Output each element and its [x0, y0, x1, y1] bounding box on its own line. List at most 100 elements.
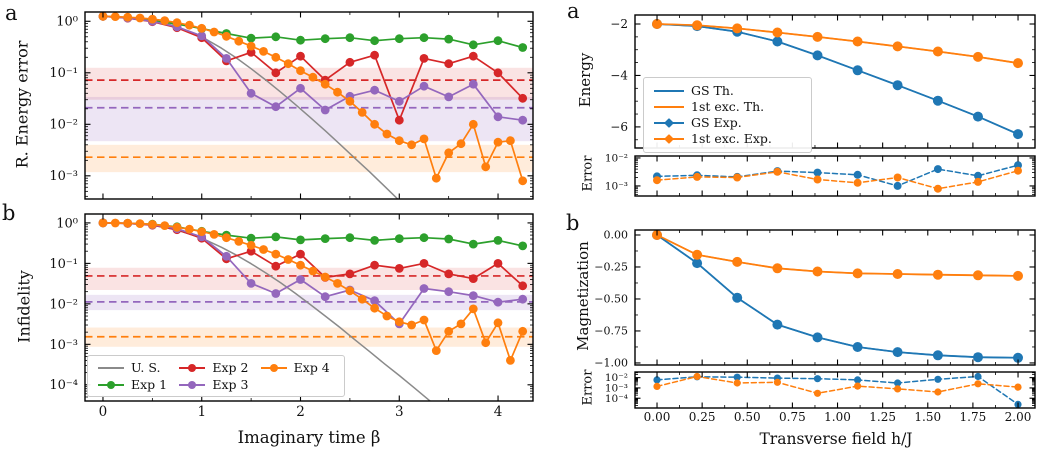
series-marker [1013, 270, 1023, 281]
series-marker [185, 20, 194, 30]
series-line [656, 23, 1019, 64]
series-marker [974, 372, 982, 381]
panel-label-left-b: b [2, 201, 16, 225]
series-marker [320, 79, 330, 89]
series-marker [419, 33, 429, 43]
series-marker [296, 66, 305, 76]
series-marker [813, 175, 822, 184]
series-marker [320, 272, 330, 282]
x-axis-label-imaginary-time: Imaginary time β [237, 428, 381, 447]
chart-series-group [652, 19, 1023, 140]
series-marker [493, 36, 503, 46]
series-marker [934, 375, 942, 383]
series-marker [370, 85, 379, 95]
series-marker [222, 233, 231, 243]
series-marker [296, 275, 305, 284]
series-marker [933, 165, 942, 174]
legend-marker-dot [107, 380, 115, 389]
series-marker [172, 18, 182, 28]
svg-text:1.25: 1.25 [869, 410, 896, 424]
series-marker [456, 139, 466, 149]
svg-text:1.50: 1.50 [914, 410, 941, 424]
series-marker [653, 176, 661, 185]
series-marker [419, 134, 429, 144]
series-marker [444, 34, 454, 44]
series-marker [197, 23, 207, 33]
series-marker [852, 268, 863, 279]
series-marker [246, 41, 256, 51]
legend-swatch [260, 362, 287, 373]
series-marker [853, 178, 862, 187]
series-marker [481, 162, 491, 172]
series-marker [357, 294, 367, 304]
series-marker [333, 87, 342, 97]
series-marker [197, 31, 207, 41]
chart-right_b_magnetization: 0.00 −0.25 −0.50 −0.75 −1.00 [594, 229, 1036, 370]
series-marker [382, 311, 392, 321]
series-marker [493, 318, 503, 328]
series-marker [932, 46, 943, 57]
series-marker [345, 269, 355, 279]
series-marker [518, 241, 528, 251]
svg-text:10⁻³: 10⁻³ [49, 169, 78, 184]
series-marker [493, 68, 503, 78]
legend-swatch [179, 362, 206, 373]
svg-text:−2: −2 [610, 17, 628, 31]
chart-series-group [98, 12, 528, 199]
series-marker [1013, 58, 1023, 69]
series-marker [419, 259, 429, 268]
legend-item-label: Exp 3 [212, 377, 249, 392]
series-marker [506, 356, 515, 365]
y-axis-label-energy-error: R. Energy error [12, 40, 32, 169]
x-axis-label-transverse-field: Transverse field h/J [759, 430, 913, 448]
series-marker [98, 218, 108, 228]
series-marker [481, 338, 491, 348]
series-marker [394, 115, 404, 125]
svg-text:10⁰: 10⁰ [56, 15, 78, 30]
series-marker [653, 376, 661, 384]
svg-text:10⁻²: 10⁻² [605, 153, 628, 165]
svg-text:10⁻¹: 10⁻¹ [49, 257, 78, 272]
svg-text:−6: −6 [610, 120, 628, 134]
series-marker [692, 20, 703, 31]
series-marker [283, 255, 293, 264]
series-marker [733, 373, 741, 381]
series-marker [419, 233, 429, 243]
series-marker [854, 376, 862, 384]
series-marker [493, 137, 503, 147]
series-marker [812, 31, 823, 42]
series-marker [320, 292, 330, 302]
series-marker [853, 170, 862, 179]
series-marker [271, 68, 281, 78]
series-marker [518, 43, 528, 52]
series-marker [209, 27, 219, 37]
series-marker [932, 350, 943, 361]
series-marker [296, 83, 305, 93]
legend-left: U. S. Exp 1 Exp 2 Exp 3 Exp 4 [87, 355, 345, 397]
series-marker [493, 259, 503, 268]
series-marker [932, 95, 943, 106]
series-marker [518, 115, 528, 125]
series-marker [345, 286, 355, 296]
series-marker [444, 326, 454, 336]
svg-text:0.75: 0.75 [779, 410, 806, 424]
series-line [656, 375, 1019, 406]
series-marker [894, 385, 902, 393]
series-marker [892, 347, 903, 358]
legend-item-label: Exp 4 [293, 360, 330, 375]
legend-item-exp1: Exp 1 [98, 376, 171, 393]
legend-item-label: U. S. [131, 360, 161, 375]
svg-text:−0.75: −0.75 [594, 325, 628, 338]
series-marker [135, 219, 145, 229]
series-marker [431, 173, 441, 183]
series-marker [296, 51, 305, 61]
series-marker [892, 41, 903, 52]
legend-item-label: 1st exc. Th. [691, 99, 765, 114]
svg-text:0: 0 [99, 404, 108, 420]
series-marker [320, 234, 330, 244]
series-marker [852, 65, 863, 76]
chart-right_a_error: 10⁻² 10⁻³ [605, 153, 1036, 197]
series-marker [693, 172, 702, 181]
series-line [656, 164, 1019, 187]
